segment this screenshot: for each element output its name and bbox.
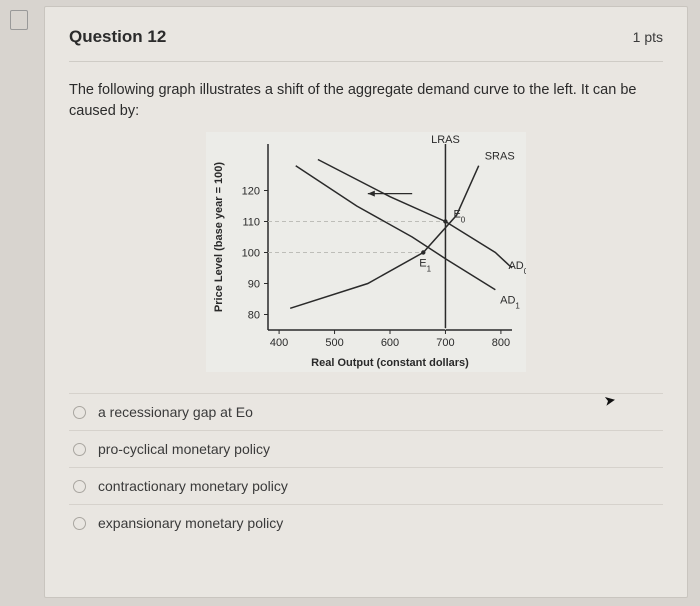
answer-option[interactable]: expansionary monetary policy: [69, 504, 663, 541]
svg-text:400: 400: [270, 337, 288, 349]
question-card: Question 12 1 pts The following graph il…: [44, 6, 688, 598]
answer-option[interactable]: a recessionary gap at Eo: [69, 393, 663, 430]
answer-label: pro-cyclical monetary policy: [98, 441, 270, 457]
svg-text:SRAS: SRAS: [485, 151, 515, 163]
answer-list: a recessionary gap at Eo pro-cyclical mo…: [69, 393, 663, 541]
svg-text:Price Level (base year = 100): Price Level (base year = 100): [213, 162, 225, 312]
svg-text:600: 600: [381, 337, 399, 349]
radio-icon[interactable]: [73, 443, 86, 456]
svg-text:700: 700: [436, 337, 454, 349]
answer-option[interactable]: pro-cyclical monetary policy: [69, 430, 663, 467]
answer-label: expansionary monetary policy: [98, 515, 283, 531]
answer-label: contractionary monetary policy: [98, 478, 288, 494]
svg-text:500: 500: [325, 337, 343, 349]
question-header: Question 12 1 pts: [69, 27, 663, 62]
chart-container: 80 90 100 110 120 400 500 600 700 800 Real Output …: [69, 132, 663, 377]
svg-text:LRAS: LRAS: [431, 134, 460, 146]
answer-option[interactable]: contractionary monetary policy: [69, 467, 663, 504]
svg-text:Real Output (constant dollars): Real Output (constant dollars): [311, 357, 469, 369]
svg-text:80: 80: [248, 310, 260, 322]
page-nav-icon: [10, 10, 28, 30]
svg-text:120: 120: [242, 186, 260, 198]
svg-text:800: 800: [492, 337, 510, 349]
ad-shift-chart: 80 90 100 110 120 400 500 600 700 800 Real Output …: [206, 132, 526, 372]
answer-label: a recessionary gap at Eo: [98, 404, 253, 420]
svg-text:100: 100: [242, 248, 260, 260]
question-prompt: The following graph illustrates a shift …: [69, 80, 663, 122]
question-title: Question 12: [69, 27, 166, 47]
radio-icon[interactable]: [73, 480, 86, 493]
radio-icon[interactable]: [73, 517, 86, 530]
svg-text:110: 110: [242, 217, 260, 229]
svg-text:90: 90: [248, 279, 260, 291]
question-points: 1 pts: [633, 29, 663, 45]
radio-icon[interactable]: [73, 406, 86, 419]
